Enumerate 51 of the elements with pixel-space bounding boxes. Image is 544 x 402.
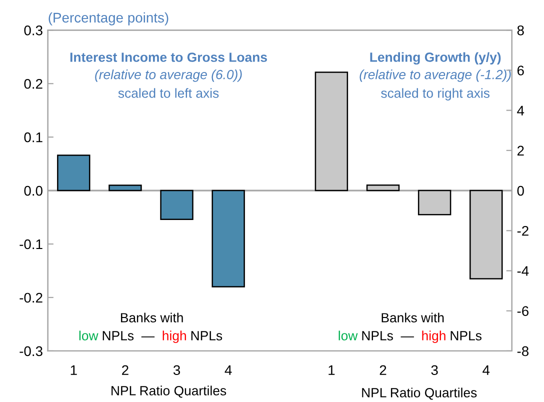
x-tick-label: 4: [224, 365, 232, 375]
y-tick-label: -0.3: [20, 346, 42, 356]
bar: [160, 190, 194, 220]
x-tick-label: 2: [122, 365, 128, 375]
bar: [57, 154, 90, 192]
annotation: Banks with: [382, 312, 444, 322]
y2-tick-label: 2: [517, 146, 524, 156]
annotation: NPLs: [191, 331, 222, 340]
annotation: (relative to average (-1.2)): [360, 70, 511, 82]
y-tick-label: 0.1: [24, 132, 42, 142]
annotation: (relative to average (6.0)): [95, 70, 242, 82]
y2-tick-label: 6: [517, 66, 524, 76]
x-tick-label: 3: [173, 365, 180, 376]
bar: [108, 184, 142, 192]
bar: [212, 190, 245, 288]
annotation: Interest Income to Gross Loans: [70, 52, 267, 62]
y2-tick-label: -6: [517, 306, 529, 316]
annotation: Banks with: [121, 312, 183, 322]
annotation: NPLs —: [102, 331, 155, 340]
annotation: NPLs: [450, 331, 482, 340]
annotation: scaled to left axis: [118, 88, 219, 98]
x-tick-label: 2: [380, 365, 386, 375]
y-tick-label: 0.3: [24, 25, 42, 36]
bar: [366, 184, 400, 192]
x-axis-title: NPL Ratio Quartiles: [112, 386, 226, 398]
annotation: scaled to right axis: [381, 88, 490, 100]
annotation: low: [338, 330, 358, 340]
x-tick-label: 1: [70, 365, 77, 375]
y2-tick-label: -4: [517, 266, 529, 276]
x-tick-label: 4: [482, 365, 490, 375]
y-tick-label: 0.2: [24, 78, 42, 89]
y-axis-title: (Percentage points): [48, 12, 168, 26]
y2-tick-label: -2: [517, 226, 528, 236]
annotation: high: [422, 330, 446, 343]
annotation: high: [162, 330, 186, 343]
y2-tick-label: 0: [517, 186, 524, 196]
annotation: low: [79, 330, 98, 340]
y-tick-label: 0.0: [24, 186, 42, 196]
bar: [418, 190, 452, 216]
bar: [470, 190, 503, 280]
y2-tick-label: -8: [517, 346, 529, 356]
x-tick-label: 1: [328, 365, 335, 375]
y2-tick-label: 8: [517, 25, 524, 36]
y-tick-label: -0.1: [20, 239, 42, 250]
y-tick-label: -0.2: [20, 292, 42, 303]
annotation: NPLs —: [362, 331, 414, 340]
y2-tick-label: 4: [517, 106, 524, 116]
text: NPL Ratio Quartiles: [362, 388, 477, 400]
x-tick-label: 3: [431, 365, 438, 376]
annotation: Lending Growth (y/y): [370, 52, 501, 65]
bar: [314, 72, 348, 192]
